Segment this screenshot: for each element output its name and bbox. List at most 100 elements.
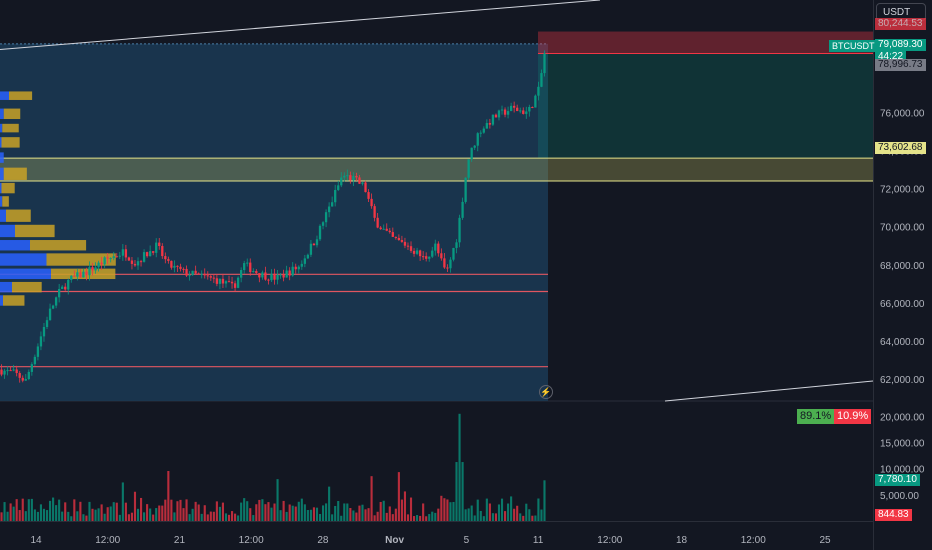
candle-body-53 bbox=[161, 246, 164, 257]
candle-body-84 bbox=[255, 271, 258, 274]
candle-body-8 bbox=[24, 379, 27, 381]
candle-body-44 bbox=[133, 263, 137, 266]
candle-body-160 bbox=[485, 123, 489, 129]
candle-body-39 bbox=[118, 255, 121, 257]
volume-bar-80 bbox=[243, 498, 246, 521]
candle-body-60 bbox=[182, 268, 185, 270]
candle-body-13 bbox=[39, 336, 43, 347]
volume-bar-155 bbox=[470, 505, 473, 521]
volume-bar-140 bbox=[425, 516, 428, 521]
volume-bar-81 bbox=[246, 501, 249, 521]
candles-layer bbox=[0, 50, 546, 383]
candle-body-99 bbox=[300, 263, 303, 267]
volume-bar-125 bbox=[379, 501, 382, 521]
candle-body-125 bbox=[379, 227, 382, 230]
volume-bar-98 bbox=[297, 501, 300, 521]
volume-bar-111 bbox=[337, 501, 340, 521]
volume-bar-100 bbox=[303, 504, 306, 521]
candle-body-12 bbox=[36, 346, 40, 357]
volume-bar-169 bbox=[513, 508, 516, 521]
volume-bar-108 bbox=[328, 486, 331, 521]
volume-bar-23 bbox=[70, 516, 73, 521]
symbol-label: BTCUSDT bbox=[829, 40, 878, 52]
volume-bar-133 bbox=[403, 491, 407, 521]
volume-bar-61 bbox=[185, 499, 188, 521]
price-tick-label-2: 66,000.00 bbox=[880, 299, 925, 310]
candle-body-42 bbox=[127, 257, 131, 261]
volume-bar-152 bbox=[461, 462, 464, 521]
time-tick-label-8: 12:00 bbox=[597, 535, 622, 546]
ask-price-label: 78,996.73 bbox=[875, 59, 926, 71]
volume-bar-54 bbox=[164, 499, 167, 521]
price-tick-label-1: 64,000.00 bbox=[880, 337, 925, 348]
volume-bar-179 bbox=[543, 480, 546, 521]
volume-bar-172 bbox=[522, 515, 525, 521]
volume-bar-163 bbox=[494, 513, 498, 521]
trend-line-0 bbox=[0, 0, 601, 51]
candle-body-76 bbox=[230, 281, 234, 284]
volume-bar-96 bbox=[291, 505, 294, 521]
candle-body-7 bbox=[21, 377, 24, 381]
volume-bar-136 bbox=[412, 516, 416, 521]
candle-body-135 bbox=[409, 246, 413, 251]
volume-bar-57 bbox=[173, 512, 176, 521]
candle-body-126 bbox=[382, 228, 385, 230]
profile-bar-buy-4 bbox=[0, 137, 2, 148]
candle-body-94 bbox=[285, 270, 288, 278]
candle-body-152 bbox=[461, 201, 464, 218]
profile-bar-buy-5 bbox=[0, 152, 4, 163]
time-tick-label-10: 12:00 bbox=[741, 535, 766, 546]
volume-bar-4 bbox=[12, 506, 15, 521]
candle-body-18 bbox=[54, 297, 58, 306]
volume-bar-5 bbox=[15, 499, 18, 521]
volume-bar-64 bbox=[194, 501, 197, 521]
profile-bar-sell-4 bbox=[1, 137, 20, 148]
profile-bar-buy-13 bbox=[0, 268, 51, 280]
profile-bar-buy-9 bbox=[0, 209, 6, 222]
candle-body-78 bbox=[236, 277, 240, 288]
candle-body-73 bbox=[221, 278, 225, 284]
time-tick-label-4: 28 bbox=[317, 535, 329, 546]
time-axis[interactable]: 14 12:00 21 12:00 28 Nov 5 11 12:00 18 12:00 25 bbox=[30, 535, 831, 546]
volume-bar-119 bbox=[361, 504, 364, 521]
candle-body-158 bbox=[479, 132, 482, 134]
volume-bar-141 bbox=[428, 514, 431, 521]
candle-body-178 bbox=[540, 73, 543, 87]
candle-body-169 bbox=[512, 105, 516, 108]
volume-axis[interactable]: 5,000.00 10,000.00 15,000.00 20,000.00 bbox=[880, 412, 925, 501]
volume-bar-33 bbox=[100, 504, 103, 521]
volume-bar-123 bbox=[373, 515, 376, 521]
profile-bar-buy-14 bbox=[0, 281, 12, 293]
volume-bar-147 bbox=[446, 499, 449, 521]
volume-bar-139 bbox=[422, 503, 425, 521]
volume-bar-27 bbox=[82, 514, 85, 521]
volume-bar-159 bbox=[482, 516, 485, 521]
candle-body-98 bbox=[297, 266, 300, 270]
candle-body-83 bbox=[252, 271, 255, 273]
profile-bar-buy-2 bbox=[0, 108, 4, 120]
volume-bar-46 bbox=[139, 497, 143, 521]
price-tick-label-5: 72,000.00 bbox=[880, 185, 925, 196]
volume-bar-149 bbox=[452, 501, 455, 521]
volume-bar-32 bbox=[97, 508, 100, 521]
candle-body-25 bbox=[76, 272, 79, 277]
volume-bar-20 bbox=[61, 511, 64, 521]
support-band bbox=[0, 158, 873, 181]
candle-body-122 bbox=[370, 198, 373, 207]
volume-bar-110 bbox=[334, 506, 337, 521]
volume-bar-143 bbox=[434, 512, 437, 521]
volume-bar-28 bbox=[85, 515, 88, 521]
candle-body-75 bbox=[227, 281, 231, 283]
candle-body-37 bbox=[112, 256, 115, 259]
volume-bar-103 bbox=[312, 507, 316, 521]
candle-body-34 bbox=[103, 257, 106, 265]
volume-tick-label-2: 15,000.00 bbox=[880, 439, 925, 450]
volume-bar-109 bbox=[331, 514, 334, 521]
time-tick-label-3: 12:00 bbox=[239, 535, 264, 546]
candle-body-117 bbox=[355, 175, 358, 178]
lightning-icon[interactable]: ⚡ bbox=[539, 385, 553, 399]
volume-bar-12 bbox=[36, 511, 39, 521]
volume-bar-128 bbox=[388, 506, 391, 521]
profile-bar-buy-11 bbox=[0, 240, 30, 251]
